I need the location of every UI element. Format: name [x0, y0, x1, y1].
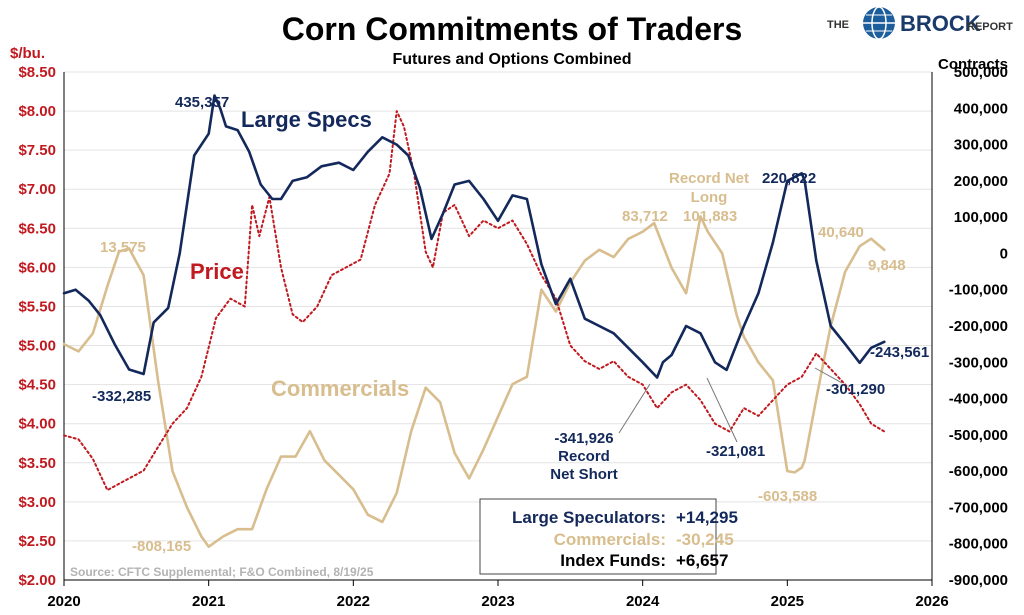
annotation-220822: 220,822	[762, 170, 816, 187]
left-tick-label: $4.00	[18, 416, 56, 433]
left-tick-label: $2.50	[18, 533, 56, 550]
summary-large-spec-value: +14,295	[676, 508, 738, 527]
series-line-commercials	[62, 215, 886, 549]
right-tick-label: 300,000	[954, 137, 1008, 154]
x-tick-label: 2022	[337, 593, 370, 610]
left-tick-label: $5.50	[18, 298, 56, 315]
left-tick-label: $5.00	[18, 338, 56, 355]
series-lines	[62, 94, 886, 549]
right-tick-label: 500,000	[954, 64, 1008, 81]
left-tick-label: $3.00	[18, 494, 56, 511]
right-axis-label: Contracts	[938, 56, 1008, 73]
leader-line-321081	[706, 377, 738, 443]
annotation-neg321081: -321,081	[706, 443, 765, 460]
series-line-price	[63, 110, 886, 492]
chart-subtitle: Futures and Options Combined	[392, 51, 631, 68]
left-tick-label: $4.50	[18, 377, 56, 394]
logo-report: REPORT	[967, 21, 1013, 33]
annotation-net-short: Net Short	[550, 466, 618, 483]
globe-icon	[863, 6, 895, 40]
x-tick-label: 2025	[771, 593, 804, 610]
annotation-neg341926: -341,926	[554, 430, 613, 447]
left-tick-label: $2.00	[18, 572, 56, 589]
annotation-record-net: Record Net	[669, 170, 749, 187]
x-tick-label: 2024	[626, 593, 660, 610]
x-tick-label: 2021	[192, 593, 225, 610]
annotation-101883: 101,883	[683, 208, 737, 225]
x-tick-label: 2026	[915, 593, 948, 610]
summary-large-spec-label: Large Speculators:	[512, 508, 666, 527]
price-label: Price	[190, 259, 244, 284]
annotation-83712: 83,712	[622, 208, 668, 225]
leader-line-301290	[814, 367, 843, 384]
right-tick-label: 0	[1000, 245, 1008, 262]
series-line-large-specs	[62, 94, 886, 379]
right-tick-label: 200,000	[954, 173, 1008, 190]
right-tick-label: -800,000	[949, 536, 1008, 553]
annotation-neg301290: -301,290	[826, 381, 885, 398]
right-tick-label: 400,000	[954, 100, 1008, 117]
right-tick-label: -400,000	[949, 391, 1008, 408]
summary-commercials-label: Commercials:	[554, 530, 666, 549]
annotation-long: Long	[691, 189, 728, 206]
right-tick-label: 100,000	[954, 209, 1008, 226]
chart-title: Corn Commitments of Traders	[282, 11, 743, 47]
source-note: Source: CFTC Supplemental; F&O Combined,…	[70, 565, 374, 579]
x-tick-label: 2020	[47, 593, 80, 610]
axes: $2.00 $2.50 $3.00 $3.50 $4.00 $4.50 $5.00 $5.50…	[18, 64, 1008, 610]
annotation-13575: 13,575	[100, 239, 146, 256]
commercials-label: Commercials	[271, 376, 409, 401]
annotation-neg603588: -603,588	[758, 488, 817, 505]
left-tick-label: $7.50	[18, 142, 56, 159]
annotation-neg243561: -243,561	[870, 344, 929, 361]
right-tick-label: -300,000	[949, 354, 1008, 371]
summary-index-funds-value: +6,657	[676, 551, 728, 570]
leader-line-record-short	[618, 383, 651, 434]
left-tick-label: $6.50	[18, 220, 56, 237]
left-tick-label: $8.00	[18, 103, 56, 120]
right-tick-label: -100,000	[949, 282, 1008, 299]
left-tick-label: $6.00	[18, 259, 56, 276]
right-tick-label: -600,000	[949, 463, 1008, 480]
left-tick-label: $8.50	[18, 64, 56, 81]
x-tick-label: 2023	[481, 593, 514, 610]
annotation-neg332285: -332,285	[92, 388, 151, 405]
annotation-435357: 435,357	[175, 94, 229, 111]
annotation-neg808165: -808,165	[132, 538, 191, 555]
logo-brock: BROCK	[900, 11, 981, 36]
left-tick-label: $7.00	[18, 181, 56, 198]
large-specs-label: Large Specs	[241, 107, 372, 132]
summary-commercials-value: -30,245	[676, 530, 734, 549]
right-tick-label: -200,000	[949, 318, 1008, 335]
right-tick-label: -700,000	[949, 499, 1008, 516]
right-tick-label: -900,000	[949, 572, 1008, 589]
annotation-record: Record	[558, 448, 610, 465]
annotation-40640: 40,640	[818, 224, 864, 241]
right-tick-label: -500,000	[949, 427, 1008, 444]
gridlines	[64, 71, 932, 581]
annotation-9848: 9,848	[868, 257, 906, 274]
left-tick-label: $3.50	[18, 455, 56, 472]
logo-the: THE	[827, 19, 849, 31]
brock-report-logo: THE BROCK REPORT	[827, 6, 1013, 40]
left-axis-label: $/bu.	[10, 45, 45, 62]
summary-index-funds-label: Index Funds:	[560, 551, 666, 570]
summary-box: Large Speculators: +14,295 Commercials: …	[479, 498, 738, 575]
